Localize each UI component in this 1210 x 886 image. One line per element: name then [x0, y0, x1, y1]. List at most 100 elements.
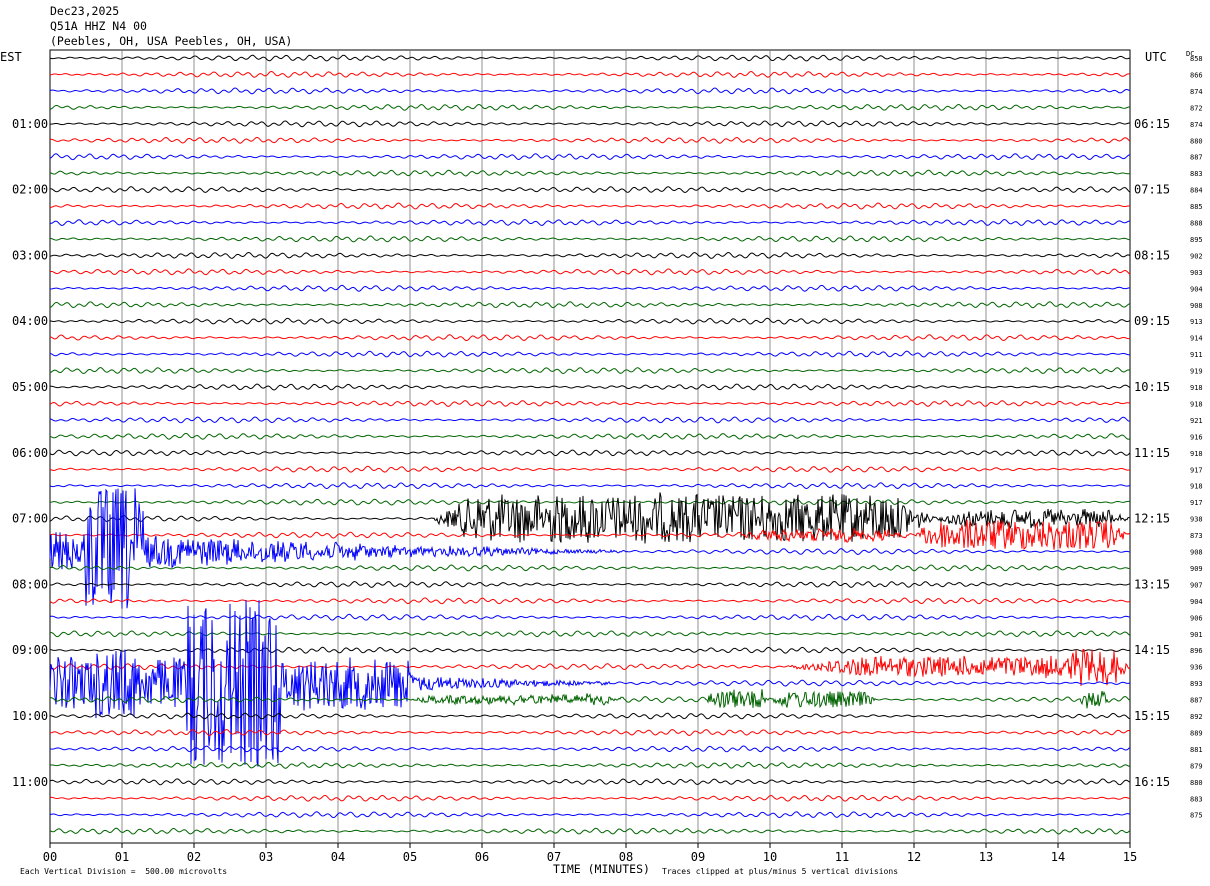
trace-line	[49, 87, 1131, 95]
x-tick-label: 14	[1051, 850, 1065, 864]
x-tick-label: 08	[619, 850, 633, 864]
trace-line	[49, 597, 1131, 605]
trace-line	[49, 416, 1131, 424]
dc-offset-label: 895	[1190, 236, 1203, 244]
right-hour-label: 16:15	[1134, 775, 1170, 789]
scale-note: Each Vertical Division = 500.00 microvol…	[20, 867, 228, 876]
dc-offset-label: 921	[1190, 417, 1203, 425]
trace-line	[49, 350, 1131, 358]
x-tick-label: 06	[475, 850, 489, 864]
left-hour-label: 08:00	[12, 577, 48, 591]
trace-line	[49, 811, 1131, 819]
trace-line	[49, 745, 1131, 753]
left-axis-title: EST	[0, 50, 22, 64]
left-hour-label: 03:00	[12, 248, 48, 262]
x-tick-label: 01	[115, 850, 129, 864]
trace-line	[49, 600, 1131, 767]
dc-offset-label: 917	[1190, 499, 1203, 507]
trace-line	[49, 219, 1131, 226]
left-hour-label: 11:00	[12, 775, 48, 789]
trace-line	[49, 827, 1131, 835]
dc-offset-label: 919	[1190, 368, 1203, 376]
dc-offset-label: 884	[1190, 187, 1203, 195]
trace-line	[49, 794, 1131, 802]
right-hour-label: 11:15	[1134, 446, 1170, 460]
trace-line	[49, 689, 1131, 709]
trace-line	[49, 153, 1131, 161]
right-hour-label: 12:15	[1134, 512, 1170, 526]
dc-offset-label: 938	[1190, 516, 1203, 524]
trace-line	[49, 482, 1131, 489]
right-axis-title: UTC	[1145, 50, 1167, 64]
trace-line	[49, 120, 1131, 128]
clip-note: Traces clipped at plus/minus 5 vertical …	[662, 867, 899, 876]
right-hour-label: 06:15	[1134, 117, 1170, 131]
left-hour-label: 09:00	[12, 643, 48, 657]
trace-line	[49, 169, 1131, 177]
trace-line	[49, 400, 1131, 407]
dc-offset-label: 858	[1190, 55, 1203, 63]
dc-offset-label: 887	[1190, 154, 1203, 162]
dc-offset-label: 908	[1190, 549, 1203, 557]
plot-frame	[49, 49, 1131, 844]
dc-offset-label: 904	[1190, 285, 1203, 293]
dc-offset-label: 887	[1190, 697, 1203, 705]
trace-line	[49, 778, 1131, 786]
trace-line	[49, 613, 1131, 621]
x-tick-label: 12	[907, 850, 921, 864]
trace-line	[49, 334, 1131, 342]
x-tick-label: 07	[547, 850, 561, 864]
dc-offset-label: 873	[1190, 532, 1203, 540]
trace-line	[49, 498, 1131, 506]
left-hour-label: 10:00	[12, 709, 48, 723]
dc-offset-label: 881	[1190, 746, 1203, 754]
trace-line	[49, 519, 1131, 550]
x-tick-label: 10	[763, 850, 777, 864]
dc-offset-label: 892	[1190, 713, 1203, 721]
trace-line	[49, 729, 1131, 736]
trace-line	[49, 136, 1131, 144]
trace-line	[49, 465, 1131, 473]
dc-offset-label: 916	[1190, 433, 1203, 441]
dc-offset-label: 908	[1190, 302, 1203, 310]
left-hour-label: 01:00	[12, 117, 48, 131]
trace-line	[49, 301, 1131, 309]
dc-offset-label: 906	[1190, 614, 1203, 622]
left-hour-label: 04:00	[12, 314, 48, 328]
dc-offset-label: 866	[1190, 71, 1203, 79]
dc-offset-label: 879	[1190, 762, 1203, 770]
dc-offset-label: 909	[1190, 565, 1203, 573]
dc-offset-label: 917	[1190, 466, 1203, 474]
trace-line	[49, 564, 1131, 572]
right-hour-label: 07:15	[1134, 183, 1170, 197]
dc-offset-label: 874	[1190, 121, 1203, 129]
dc-offset-label: 872	[1190, 104, 1203, 112]
right-hour-label: 10:15	[1134, 380, 1170, 394]
dc-offset-label: 888	[1190, 220, 1203, 228]
trace-line	[49, 449, 1131, 457]
dc-offset-label: 914	[1190, 335, 1203, 343]
trace-line	[49, 202, 1131, 210]
trace-line	[49, 383, 1131, 391]
trace-line	[49, 186, 1131, 193]
x-tick-label: 03	[259, 850, 273, 864]
x-tick-label: 05	[403, 850, 417, 864]
dc-offset-label: 875	[1190, 812, 1203, 820]
dc-offset-label: 903	[1190, 269, 1203, 277]
header-date: Dec23,2025	[50, 4, 120, 18]
dc-offset-label: 880	[1190, 779, 1203, 787]
left-hour-label: 07:00	[12, 512, 48, 526]
header-station: Q51A HHZ N4 00	[50, 19, 147, 33]
dc-offset-label: 896	[1190, 647, 1203, 655]
right-hour-label: 13:15	[1134, 577, 1170, 591]
dc-offset-label: 918	[1190, 384, 1203, 392]
dc-offset-label: 893	[1190, 680, 1203, 688]
dc-offset-label: 885	[1190, 203, 1203, 211]
trace-line	[49, 712, 1131, 720]
x-tick-label: 04	[331, 850, 345, 864]
x-axis-label: TIME (MINUTES)	[553, 862, 650, 876]
dc-offset-label: 902	[1190, 252, 1203, 260]
left-hour-label: 02:00	[12, 183, 48, 197]
trace-line	[49, 488, 1131, 609]
